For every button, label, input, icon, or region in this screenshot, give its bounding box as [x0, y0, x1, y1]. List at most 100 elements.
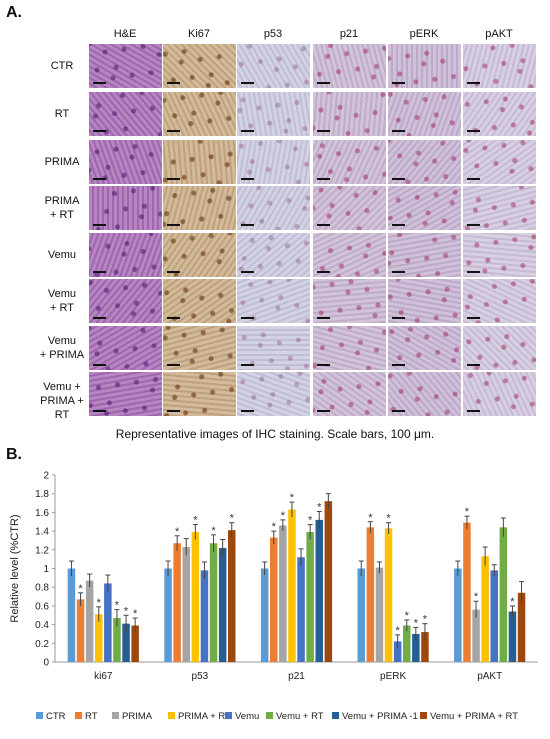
row-label: Vemu + RT	[47, 288, 77, 314]
bar	[104, 583, 112, 662]
bar	[454, 568, 462, 662]
significance-marker: *	[510, 596, 515, 608]
ihc-image-tile	[237, 233, 310, 277]
significance-marker: *	[211, 525, 216, 537]
ihc-image-tile	[163, 140, 236, 184]
ihc-image-tile	[463, 372, 536, 416]
row-label: Vemu	[47, 249, 77, 261]
scale-bar	[93, 178, 106, 180]
bar	[508, 611, 517, 662]
y-tick-label: 0.6	[35, 601, 49, 612]
scale-bar	[93, 82, 106, 84]
scale-bar	[93, 271, 106, 273]
legend-swatch	[112, 712, 119, 719]
scale-bar	[317, 178, 330, 180]
scale-bar	[241, 364, 254, 366]
legend-swatch	[332, 712, 339, 719]
significance-marker: *	[386, 513, 391, 525]
legend-label: CTR	[46, 711, 66, 722]
row-label: Vemu + PRIMA	[39, 335, 85, 361]
significance-marker: *	[405, 610, 410, 622]
scale-bar	[93, 317, 106, 319]
row-label: Vemu + PRIMA + RT	[40, 381, 84, 421]
bar	[122, 623, 130, 662]
scale-bar	[467, 410, 480, 412]
bar	[366, 527, 375, 662]
figure-caption: Representative images of IHC staining. S…	[115, 427, 435, 441]
ihc-image-tile	[163, 186, 236, 230]
row-label: PRIMA	[44, 156, 80, 168]
legend-swatch	[36, 712, 43, 719]
ihc-image-tile	[463, 140, 536, 184]
scale-bar	[241, 224, 254, 226]
ihc-image-tile	[313, 326, 386, 370]
scale-bar	[241, 82, 254, 84]
legend-label: RT	[85, 711, 98, 722]
scale-bar	[167, 364, 180, 366]
legend-label: PRIMA	[122, 711, 153, 722]
ihc-image-tile	[89, 140, 162, 184]
ihc-image-tile	[313, 372, 386, 416]
legend-swatch	[225, 712, 232, 719]
ihc-image-tile	[163, 233, 236, 277]
significance-marker: *	[78, 583, 83, 595]
ihc-image-tile	[313, 44, 386, 88]
y-tick-label: 0.4	[35, 620, 49, 631]
ihc-image-tile	[388, 233, 461, 277]
scale-bar	[392, 178, 405, 180]
scale-bar	[467, 224, 480, 226]
bar	[228, 530, 236, 662]
bar	[324, 501, 333, 662]
ihc-image-tile	[313, 233, 386, 277]
legend-swatch	[420, 712, 427, 719]
ihc-image-tile	[237, 186, 310, 230]
scale-bar	[167, 130, 180, 132]
bar	[67, 568, 76, 662]
bar	[95, 614, 103, 662]
scale-bar	[241, 178, 254, 180]
bar	[191, 532, 200, 662]
y-tick-label: 1.4	[35, 527, 49, 538]
bar	[384, 528, 393, 662]
legend-label: PRIMA + RT	[178, 711, 231, 722]
ihc-image-tile	[463, 326, 536, 370]
x-category-label: p53	[192, 671, 209, 682]
significance-marker: *	[133, 608, 138, 620]
y-tick-label: 0	[43, 658, 49, 669]
y-axis-title: Relative level (%CTR)	[9, 514, 21, 622]
scale-bar	[241, 317, 254, 319]
y-tick-label: 1.6	[35, 508, 49, 519]
significance-marker: *	[115, 600, 120, 612]
row-label: RT	[54, 108, 70, 120]
bar	[375, 567, 384, 662]
panel-a-label: A.	[6, 4, 22, 21]
column-header-p21: p21	[339, 28, 359, 40]
bar	[490, 570, 498, 662]
scale-bar	[392, 224, 405, 226]
column-header-p53: p53	[263, 28, 283, 40]
scale-bar	[317, 364, 330, 366]
bar	[164, 568, 172, 662]
bar	[517, 592, 526, 662]
legend-swatch	[266, 712, 273, 719]
ihc-image-tile	[313, 186, 386, 230]
scale-bar	[317, 82, 330, 84]
bar	[499, 527, 508, 662]
ihc-image-tile	[163, 92, 236, 136]
significance-marker: *	[414, 617, 419, 629]
x-category-label: p21	[288, 671, 305, 682]
scale-bar	[467, 271, 480, 273]
ihc-image-tile	[237, 326, 310, 370]
scale-bar	[392, 130, 405, 132]
bar	[182, 546, 190, 662]
ihc-image-tile	[313, 140, 386, 184]
significance-marker: *	[423, 614, 428, 626]
ihc-image-tile	[163, 372, 236, 416]
scale-bar	[467, 178, 480, 180]
bar	[200, 570, 209, 662]
bar	[85, 580, 94, 662]
y-tick-label: 0.8	[35, 583, 49, 594]
bar	[393, 641, 402, 662]
significance-marker: *	[308, 515, 313, 527]
row-label: CTR	[50, 60, 74, 72]
